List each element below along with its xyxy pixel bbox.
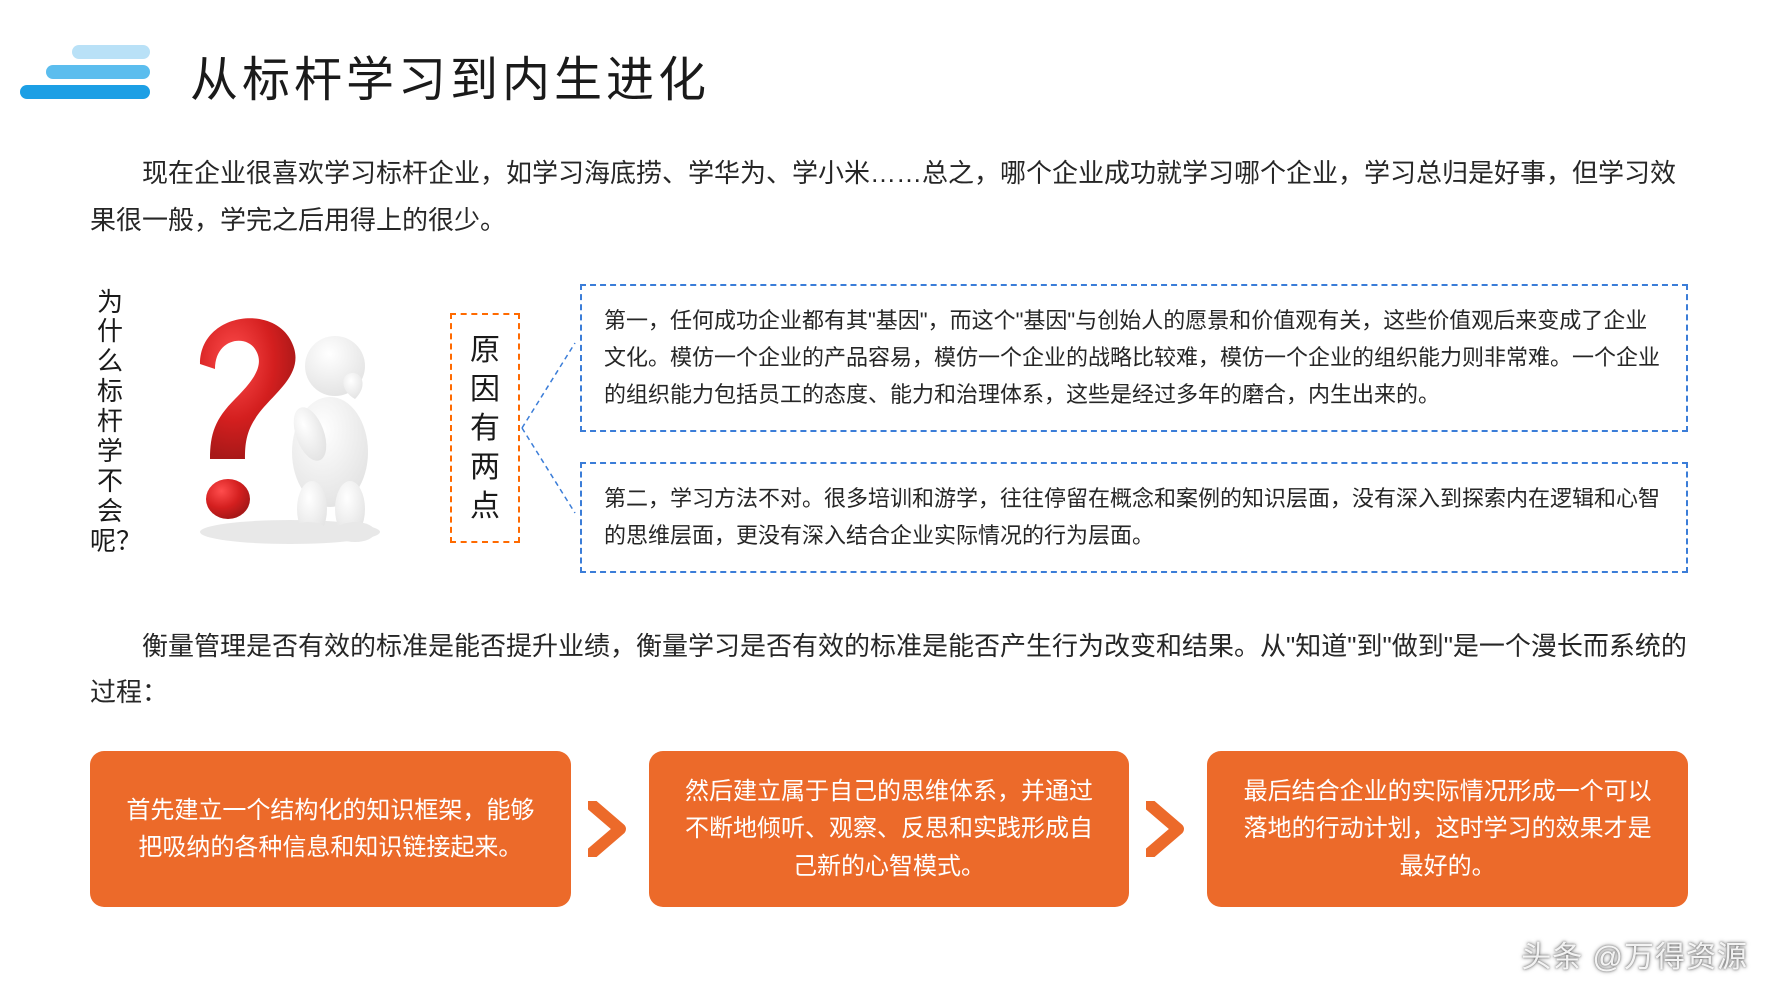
vertical-question: 为什么标杆学不会呢？: [90, 284, 130, 573]
reason-label: 原因有两点: [466, 331, 504, 526]
question-mark-figure-icon: [160, 284, 410, 544]
step-card-2: 然后建立属于自己的思维体系，并通过不断地倾听、观察、反思和实践形成自己新的心智模…: [649, 751, 1130, 907]
step-card-1: 首先建立一个结构化的知识框架，能够把吸纳的各种信息和知识链接起来。: [90, 751, 571, 907]
steps-flow: 首先建立一个结构化的知识框架，能够把吸纳的各种信息和知识链接起来。 然后建立属于…: [90, 751, 1688, 907]
reason-label-box: 原因有两点: [450, 313, 520, 543]
reason-card-2: 第二，学习方法不对。很多培训和游学，往往停留在概念和案例的知识层面，没有深入到探…: [580, 462, 1688, 573]
watermark: 头条 @万得资源: [1521, 932, 1748, 976]
step-card-3: 最后结合企业的实际情况形成一个可以落地的行动计划，这时学习的效果才是最好的。: [1207, 751, 1688, 907]
slide-header: 从标杆学习到内生进化: [90, 40, 1688, 110]
intro-paragraph: 现在企业很喜欢学习标杆企业，如学习海底捞、学华为、学小米……总之，哪个企业成功就…: [90, 150, 1688, 244]
logo-bars-icon: [20, 45, 150, 105]
reason-card-1: 第一，任何成功企业都有其"基因"，而这个"基因"与创始人的愿景和价值观有关，这些…: [580, 284, 1688, 432]
slide-title: 从标杆学习到内生进化: [190, 40, 710, 110]
mid-paragraph: 衡量管理是否有效的标准是能否提升业绩，衡量学习是否有效的标准是能否产生行为改变和…: [90, 623, 1688, 717]
connector-bracket-icon: [520, 313, 580, 543]
chevron-right-icon: [585, 751, 635, 907]
chevron-right-icon: [1143, 751, 1193, 907]
reason-diagram: 为什么标杆学不会呢？: [90, 284, 1688, 573]
